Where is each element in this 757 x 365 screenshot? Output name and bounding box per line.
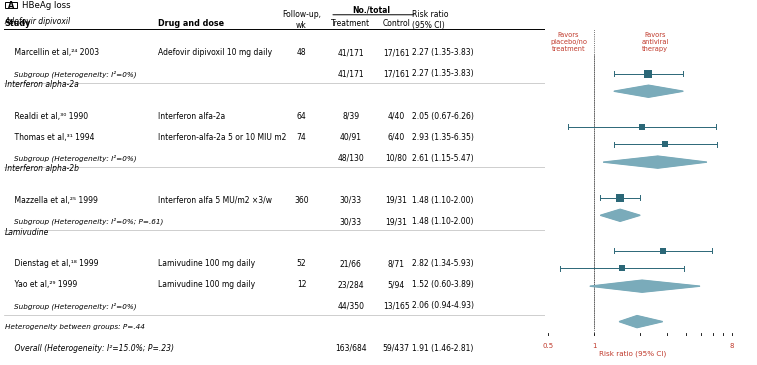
Text: 30/33: 30/33 (340, 196, 362, 205)
Text: 41/171: 41/171 (338, 69, 364, 78)
Text: Overall (Heterogeneity: I²=15.0%; P=.23): Overall (Heterogeneity: I²=15.0%; P=.23) (5, 343, 174, 353)
Text: Subgroup (Heterogeneity: I²=0%): Subgroup (Heterogeneity: I²=0%) (5, 154, 136, 162)
Point (657, 248, 669, 254)
Text: Yao et al,²⁹ 1999: Yao et al,²⁹ 1999 (5, 280, 77, 289)
Text: 21/66: 21/66 (340, 259, 362, 268)
Text: Favors
antiviral
therapy: Favors antiviral therapy (641, 32, 668, 52)
Text: Risk ratio (95% CI): Risk ratio (95% CI) (600, 351, 667, 357)
Text: 40/91: 40/91 (340, 132, 362, 142)
Polygon shape (590, 280, 700, 292)
Text: 44/350: 44/350 (337, 301, 364, 310)
Text: 48: 48 (297, 48, 307, 57)
Text: Interferon-alfa-2a 5 or 10 MIU m2: Interferon-alfa-2a 5 or 10 MIU m2 (158, 132, 286, 142)
Point (636, 124, 648, 130)
Text: 74: 74 (297, 132, 307, 142)
Polygon shape (614, 85, 684, 97)
Text: Drug and dose: Drug and dose (158, 19, 224, 28)
Text: 2.06 (0.94-4.93): 2.06 (0.94-4.93) (413, 301, 475, 310)
Text: 41/171: 41/171 (338, 48, 364, 57)
Text: 2.61 (1.15-5.47): 2.61 (1.15-5.47) (413, 154, 474, 163)
Text: 4/40: 4/40 (388, 112, 405, 120)
Text: Heterogeneity between groups: P=.44: Heterogeneity between groups: P=.44 (5, 324, 145, 330)
Text: 1.48 (1.10-2.00): 1.48 (1.10-2.00) (413, 196, 474, 205)
Text: 1.91 (1.46-2.81): 1.91 (1.46-2.81) (413, 343, 474, 353)
Text: 1.48 (1.10-2.00): 1.48 (1.10-2.00) (413, 217, 474, 226)
Text: 8/39: 8/39 (342, 112, 360, 120)
Text: Favors
placebo/no
treatment: Favors placebo/no treatment (550, 32, 587, 52)
Polygon shape (619, 316, 662, 328)
Text: Risk ratio
(95% CI): Risk ratio (95% CI) (413, 10, 449, 30)
Text: 48/130: 48/130 (338, 154, 364, 163)
Text: 8: 8 (730, 343, 734, 349)
Text: 2.05 (0.67-6.26): 2.05 (0.67-6.26) (413, 112, 475, 120)
Text: 59/437: 59/437 (383, 343, 410, 353)
Text: Dienstag et al,¹⁸ 1999: Dienstag et al,¹⁸ 1999 (5, 259, 98, 268)
Text: Interferon alfa 5 MU/m2 ×3/w: Interferon alfa 5 MU/m2 ×3/w (158, 196, 272, 205)
Text: Thomas et al,³¹ 1994: Thomas et al,³¹ 1994 (5, 132, 95, 142)
Text: Subgroup (Heterogeneity: I²=0%): Subgroup (Heterogeneity: I²=0%) (5, 302, 136, 310)
Text: 13/165: 13/165 (383, 301, 410, 310)
Text: Adefovir dipivoxil 10 mg daily: Adefovir dipivoxil 10 mg daily (158, 48, 273, 57)
FancyBboxPatch shape (5, 2, 17, 8)
Text: 17/161: 17/161 (383, 69, 410, 78)
Text: No./total: No./total (352, 5, 391, 14)
Text: 1.52 (0.60-3.89): 1.52 (0.60-3.89) (413, 280, 474, 289)
Text: Lamivudine 100 mg daily: Lamivudine 100 mg daily (158, 280, 255, 289)
Text: 360: 360 (294, 196, 309, 205)
Text: 0.5: 0.5 (543, 343, 553, 349)
Text: 19/31: 19/31 (385, 217, 407, 226)
Text: 12: 12 (297, 280, 307, 289)
Text: 19/31: 19/31 (385, 196, 407, 205)
Text: 2.93 (1.35-6.35): 2.93 (1.35-6.35) (413, 132, 475, 142)
Text: Adefovir dipivoxil: Adefovir dipivoxil (5, 16, 71, 26)
Text: Lamivudine: Lamivudine (5, 228, 49, 237)
Polygon shape (600, 209, 640, 221)
Text: 10/80: 10/80 (385, 154, 407, 163)
Polygon shape (603, 156, 707, 168)
Text: Subgroup (Heterogeneity: I²=0%; P=.61): Subgroup (Heterogeneity: I²=0%; P=.61) (5, 218, 164, 225)
Text: Lamivudine 100 mg daily: Lamivudine 100 mg daily (158, 259, 255, 268)
Text: HBeAg loss: HBeAg loss (22, 1, 70, 9)
Text: Follow-up,
wk: Follow-up, wk (282, 10, 321, 30)
Text: 5/94: 5/94 (388, 280, 405, 289)
Text: 23/284: 23/284 (338, 280, 364, 289)
Text: 163/684: 163/684 (335, 343, 366, 353)
Text: 64: 64 (297, 112, 307, 120)
Text: Interferon alpha-2a: Interferon alpha-2a (5, 80, 79, 89)
Text: 52: 52 (297, 259, 307, 268)
Text: 8/71: 8/71 (388, 259, 405, 268)
Text: Treatment: Treatment (331, 19, 370, 28)
Point (616, 265, 628, 271)
Point (659, 142, 671, 147)
Text: Realdi et al,³⁰ 1990: Realdi et al,³⁰ 1990 (5, 112, 88, 120)
Text: 2.82 (1.34-5.93): 2.82 (1.34-5.93) (413, 259, 474, 268)
Text: Interferon alpha-2b: Interferon alpha-2b (5, 164, 79, 173)
Text: A: A (8, 1, 14, 9)
Text: 1: 1 (592, 343, 597, 349)
Text: Marcellin et al,²⁴ 2003: Marcellin et al,²⁴ 2003 (5, 48, 99, 57)
Text: Control: Control (382, 19, 410, 28)
Text: 30/33: 30/33 (340, 217, 362, 226)
Text: 2.27 (1.35-3.83): 2.27 (1.35-3.83) (413, 48, 474, 57)
Point (614, 195, 626, 200)
Text: 17/161: 17/161 (383, 48, 410, 57)
Text: 2.27 (1.35-3.83): 2.27 (1.35-3.83) (413, 69, 474, 78)
Point (643, 70, 655, 76)
Text: Subgroup (Heterogeneity: I²=0%): Subgroup (Heterogeneity: I²=0%) (5, 70, 136, 78)
Text: Study: Study (5, 19, 31, 28)
Text: Interferon alfa-2a: Interferon alfa-2a (158, 112, 226, 120)
Text: Mazzella et al,²⁵ 1999: Mazzella et al,²⁵ 1999 (5, 196, 98, 205)
Text: 6/40: 6/40 (388, 132, 405, 142)
